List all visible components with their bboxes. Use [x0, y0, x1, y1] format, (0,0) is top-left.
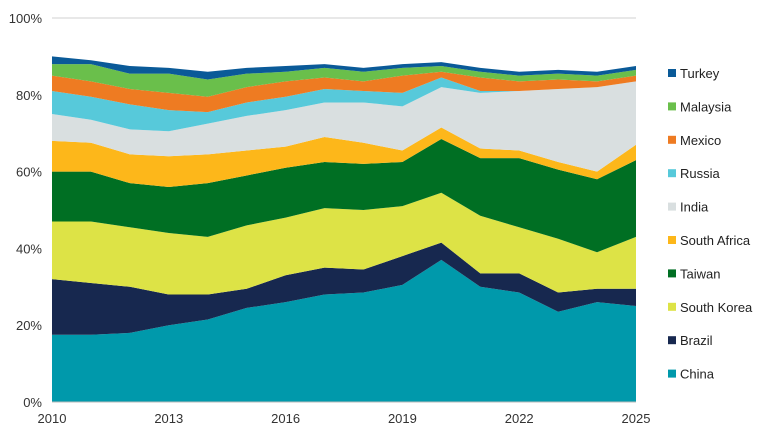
legend-item-mexico: Mexico [668, 133, 721, 148]
area-malaysia [52, 64, 636, 97]
legend-swatch [668, 269, 676, 278]
legend-item-brazil: Brazil [668, 333, 713, 348]
area-mexico [52, 71, 636, 113]
legend-label: India [680, 200, 709, 215]
legend-item-taiwan: Taiwan [668, 266, 720, 281]
legend-swatch [668, 169, 676, 178]
legend-label: Brazil [680, 333, 713, 348]
legend-item-malaysia: Malaysia [668, 99, 732, 114]
legend-swatch [668, 69, 676, 77]
x-tick-label: 2022 [505, 411, 534, 426]
legend-label: Taiwan [680, 266, 720, 281]
x-tick-label: 2016 [271, 411, 300, 426]
legend-swatch [668, 102, 676, 111]
legend-item-south-korea: South Korea [668, 300, 753, 315]
y-tick-label: 80% [16, 88, 42, 103]
legend-label: China [680, 367, 715, 382]
legend-swatch [668, 202, 676, 211]
area-taiwan [52, 138, 636, 253]
area-south-korea [52, 192, 636, 295]
area-india [52, 81, 636, 172]
legend-label: Russia [680, 166, 721, 181]
x-tick-label: 2019 [388, 411, 417, 426]
y-tick-label: 60% [16, 165, 42, 180]
legend-swatch [668, 369, 676, 378]
legend-label: Turkey [680, 66, 720, 81]
area-china [52, 259, 636, 402]
y-tick-label: 40% [16, 241, 42, 256]
legend-item-india: India [668, 200, 709, 215]
legend-label: South Africa [680, 233, 751, 248]
legend: Turkey Malaysia Mexico Russia India South Afr… [668, 66, 753, 382]
legend-label: Malaysia [680, 99, 732, 114]
legend-item-russia: Russia [668, 166, 721, 181]
legend-swatch [668, 135, 676, 144]
area-south-africa [52, 127, 636, 187]
x-tick-label: 2025 [622, 411, 651, 426]
x-axis: 2010 2013 2016 2019 2022 2025 [38, 411, 651, 426]
legend-swatch [668, 236, 676, 244]
legend-label: Mexico [680, 133, 721, 148]
legend-label: South Korea [680, 300, 753, 315]
x-tick-label: 2010 [38, 411, 67, 426]
legend-item-china: China [668, 367, 715, 382]
legend-item-turkey: Turkey [668, 66, 720, 81]
y-tick-label: 20% [16, 318, 42, 333]
x-tick-label: 2013 [154, 411, 183, 426]
y-tick-label: 100% [9, 11, 43, 26]
area-brazil [52, 242, 636, 335]
y-axis: 0% 20% 40% 60% 80% 100% [9, 11, 43, 410]
area-turkey [52, 56, 636, 80]
legend-swatch [668, 302, 676, 311]
legend-item-south-africa: South Africa [668, 233, 751, 248]
legend-swatch [668, 336, 676, 345]
plot-area [52, 56, 636, 402]
y-tick-label: 0% [23, 395, 42, 410]
